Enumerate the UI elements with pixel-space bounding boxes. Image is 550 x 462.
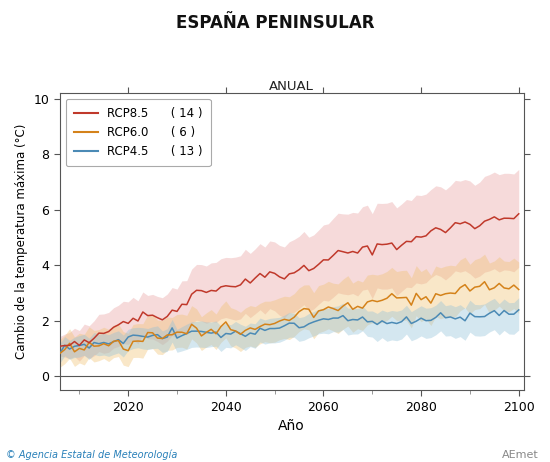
- Text: © Agencia Estatal de Meteorología: © Agencia Estatal de Meteorología: [6, 449, 177, 460]
- Text: AEmet: AEmet: [502, 450, 539, 460]
- Title: ANUAL: ANUAL: [270, 80, 314, 93]
- Y-axis label: Cambio de la temperatura máxima (°C): Cambio de la temperatura máxima (°C): [15, 124, 28, 359]
- Legend: RCP8.5      ( 14 ), RCP6.0      ( 6 ), RCP4.5      ( 13 ): RCP8.5 ( 14 ), RCP6.0 ( 6 ), RCP4.5 ( 13…: [66, 99, 211, 166]
- X-axis label: Año: Año: [278, 419, 305, 433]
- Text: ESPAÑA PENINSULAR: ESPAÑA PENINSULAR: [176, 14, 374, 32]
